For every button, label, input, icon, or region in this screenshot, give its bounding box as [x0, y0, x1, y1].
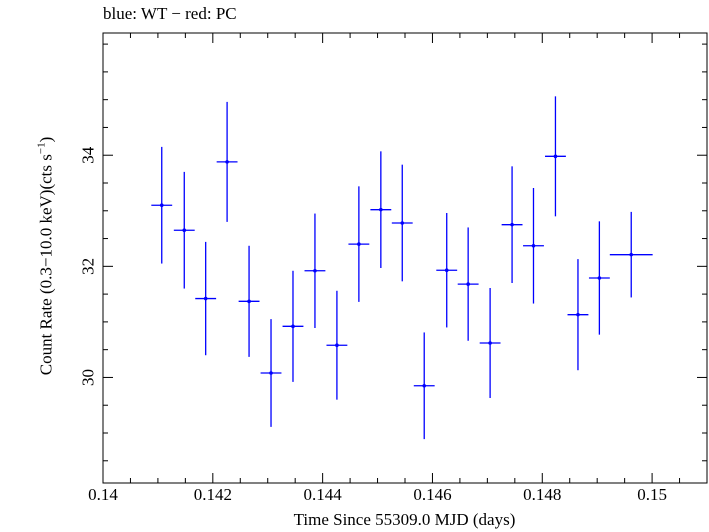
point-marker: [159, 203, 164, 208]
point-marker: [466, 282, 470, 286]
data-point: [457, 227, 479, 341]
y-axis-label-exponent: −1: [35, 142, 48, 155]
data-point: [588, 221, 610, 335]
point-marker: [444, 268, 449, 273]
data-point: [501, 166, 523, 283]
point-marker: [422, 383, 427, 388]
y-tick-label: 32: [79, 258, 98, 275]
y-axis-label-end: ): [36, 136, 56, 143]
point-marker: [225, 160, 229, 164]
data-point: [479, 288, 501, 398]
point-marker: [379, 207, 383, 212]
point-marker: [510, 222, 514, 227]
data-point: [216, 101, 238, 222]
point-marker: [553, 154, 558, 159]
y-tick-label: 30: [79, 369, 98, 386]
data-point: [545, 96, 566, 217]
data-point: [523, 188, 544, 304]
data-point: [370, 151, 392, 268]
data-marks: [151, 96, 653, 440]
data-point: [260, 319, 282, 427]
x-tick-label: 0.15: [637, 485, 667, 504]
data-point: [348, 186, 370, 302]
point-marker: [597, 276, 602, 280]
data-point: [326, 290, 348, 400]
point-marker: [488, 341, 492, 345]
x-tick-label: 0.146: [413, 485, 451, 504]
plot-frame: [102, 32, 708, 484]
data-point: [238, 245, 260, 357]
data-point: [304, 213, 326, 328]
y-tick-label: 34: [79, 146, 98, 164]
data-point: [413, 332, 435, 440]
point-marker: [576, 312, 580, 317]
point-marker: [335, 343, 339, 348]
point-marker: [269, 371, 273, 375]
data-point: [282, 270, 304, 382]
point-marker: [531, 243, 536, 248]
x-axis-label: Time Since 55309.0 MJD (days): [293, 510, 516, 529]
point-marker: [357, 242, 361, 246]
x-tick-label: 0.144: [304, 485, 343, 504]
data-point: [195, 241, 217, 356]
x-tick-label: 0.142: [194, 485, 232, 504]
data-point: [391, 164, 413, 282]
data-point: [436, 213, 458, 328]
chart-title: blue: WT − red: PC: [103, 4, 237, 23]
point-marker: [313, 268, 317, 273]
point-marker: [291, 324, 295, 329]
point-marker: [182, 228, 187, 233]
point-marker: [629, 252, 634, 257]
point-marker: [247, 299, 251, 304]
axis-tick-labels: 0.14 0.142 0.144 0.146 0.148 0.15 30 32 34: [79, 146, 667, 504]
data-point: [567, 259, 589, 371]
axis-ticks: [102, 33, 708, 483]
data-point: [151, 146, 173, 264]
y-axis-label: Count Rate (0.3−10.0 keV)(cts s−1): [36, 137, 57, 376]
point-marker: [203, 296, 208, 301]
data-point: [609, 211, 653, 298]
x-tick-label: 0.14: [88, 485, 118, 504]
point-marker: [400, 221, 405, 225]
x-tick-label: 0.148: [523, 485, 561, 504]
y-axis-label-main: Count Rate (0.3−10.0 keV)(cts s: [36, 154, 56, 376]
data-point: [173, 171, 195, 289]
